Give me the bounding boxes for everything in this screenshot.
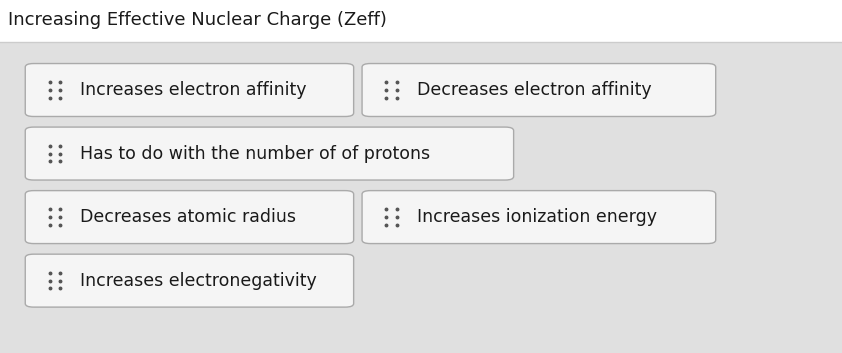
FancyBboxPatch shape [25, 64, 354, 116]
Text: Has to do with the number of of protons: Has to do with the number of of protons [80, 145, 430, 162]
FancyBboxPatch shape [25, 254, 354, 307]
Text: Increasing Effective Nuclear Charge (Zeff): Increasing Effective Nuclear Charge (Zef… [8, 12, 387, 29]
Text: Increases electron affinity: Increases electron affinity [80, 81, 306, 99]
Text: Increases electronegativity: Increases electronegativity [80, 272, 317, 289]
FancyBboxPatch shape [25, 127, 514, 180]
FancyBboxPatch shape [0, 0, 842, 42]
FancyBboxPatch shape [25, 191, 354, 244]
Text: Increases ionization energy: Increases ionization energy [417, 208, 657, 226]
FancyBboxPatch shape [362, 191, 716, 244]
Text: Decreases atomic radius: Decreases atomic radius [80, 208, 296, 226]
FancyBboxPatch shape [362, 64, 716, 116]
Text: Decreases electron affinity: Decreases electron affinity [417, 81, 652, 99]
